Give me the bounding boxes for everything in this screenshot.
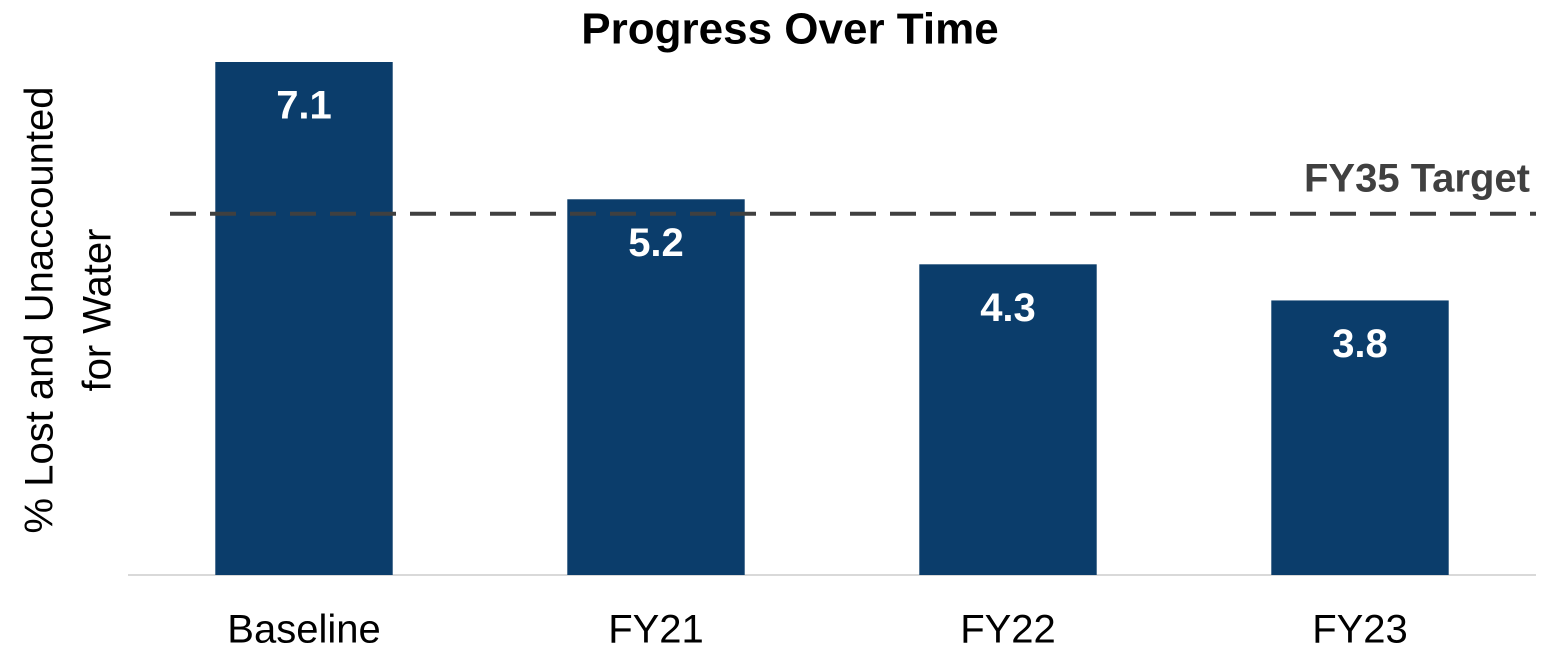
data-label: 3.8 <box>1332 322 1388 366</box>
x-tick-label: FY23 <box>1312 608 1408 652</box>
bar <box>919 264 1097 575</box>
data-label: 7.1 <box>276 84 332 128</box>
bar <box>1271 300 1449 575</box>
target-label: FY35 Target <box>1304 156 1530 200</box>
bar <box>567 199 745 576</box>
data-label: 5.2 <box>628 221 684 265</box>
bar <box>215 62 393 575</box>
y-axis-label: for Water <box>76 229 120 392</box>
y-axis-label: % Lost and Unaccounted <box>18 87 62 534</box>
x-tick-label: FY21 <box>608 608 704 652</box>
x-tick-label: Baseline <box>227 608 380 652</box>
chart-title: Progress Over Time <box>581 5 998 54</box>
data-label: 4.3 <box>980 286 1036 330</box>
x-tick-label: FY22 <box>960 608 1056 652</box>
